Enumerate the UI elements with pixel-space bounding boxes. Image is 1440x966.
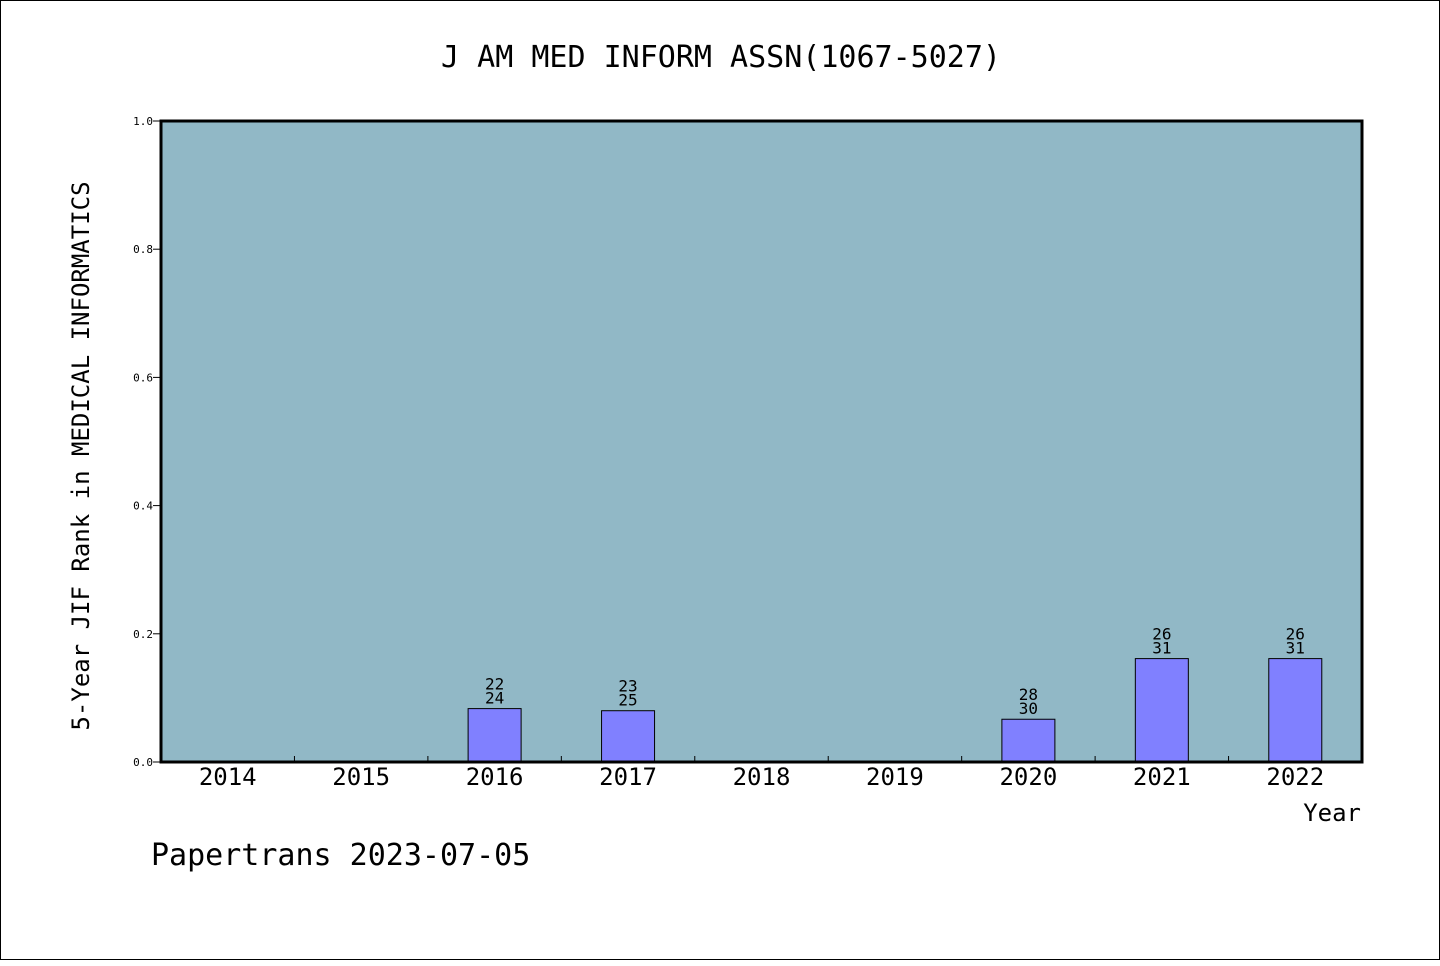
bar-2017: [601, 710, 656, 763]
bar-rank-label: 23: [618, 677, 637, 696]
chart-title: J AM MED INFORM ASSN(1067-5027): [441, 40, 1001, 75]
x-tick-label: 2019: [866, 763, 924, 791]
y-tick-label: 0.4: [133, 500, 153, 513]
bar-2016: [467, 708, 522, 763]
bar-2022: [1268, 658, 1323, 763]
x-tick-label: 2016: [466, 763, 524, 791]
x-tick-label: 2020: [999, 763, 1057, 791]
plot-border: [159, 119, 1364, 764]
footer-credit: Papertrans 2023-07-05: [151, 838, 530, 873]
x-axis-label: Year: [1303, 799, 1361, 827]
bar-2021: [1134, 658, 1189, 763]
bar-total-label: 31: [1286, 639, 1305, 658]
y-tick-label: 0.6: [133, 371, 153, 384]
bar-total-label: 31: [1152, 639, 1171, 658]
bar-rank-label: 22: [485, 675, 504, 694]
x-tick-label: 2014: [199, 763, 257, 791]
bar-rank-label: 26: [1152, 625, 1171, 644]
y-tick-label: 1.0: [133, 115, 153, 128]
y-tick-label: 0.2: [133, 628, 153, 641]
x-tick-label: 2018: [733, 763, 791, 791]
y-tick-label: 0.0: [133, 756, 153, 769]
bar-rank-label: 28: [1019, 685, 1038, 704]
x-tick-label: 2017: [599, 763, 657, 791]
y-axis-label: 5-Year JIF Rank in MEDICAL INFORMATICS: [67, 181, 95, 730]
x-tick-label: 2021: [1133, 763, 1191, 791]
bar-total-label: 30: [1019, 699, 1038, 718]
bar-total-label: 24: [485, 689, 504, 708]
bar-rank-label: 26: [1286, 625, 1305, 644]
x-tick-label: 2015: [332, 763, 390, 791]
bar-2020: [1001, 718, 1056, 763]
x-tick-label: 2022: [1266, 763, 1324, 791]
plot-area: [161, 121, 1362, 762]
y-tick-label: 0.8: [133, 243, 153, 256]
bar-total-label: 25: [618, 691, 637, 710]
